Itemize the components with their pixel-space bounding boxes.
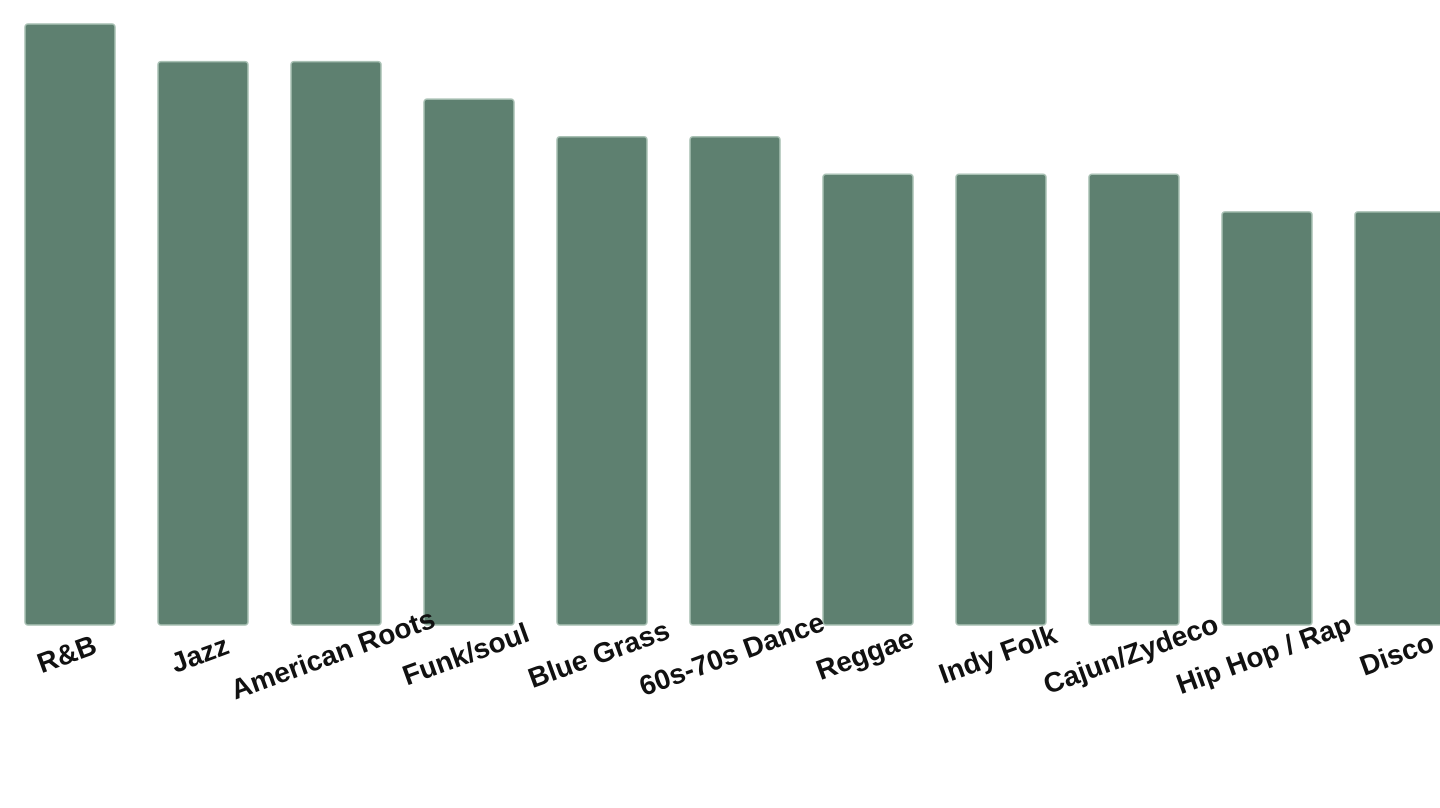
bar-8 xyxy=(1088,173,1180,626)
x-tick-label: Disco xyxy=(1356,626,1438,681)
bar-1 xyxy=(157,60,249,626)
x-tick-label: R&B xyxy=(33,629,101,679)
bar-10 xyxy=(1354,211,1440,626)
x-tick-label: Reggae xyxy=(812,622,918,686)
bar-6 xyxy=(822,173,914,626)
bar-7 xyxy=(955,173,1047,626)
bar-0 xyxy=(24,23,116,626)
bars-layer xyxy=(24,23,1440,626)
bar-5 xyxy=(689,135,781,626)
bar-9 xyxy=(1221,211,1313,626)
bar-3 xyxy=(423,98,515,626)
bar-2 xyxy=(290,60,382,626)
x-tick-label: Jazz xyxy=(167,629,233,678)
bar-4 xyxy=(556,135,648,626)
